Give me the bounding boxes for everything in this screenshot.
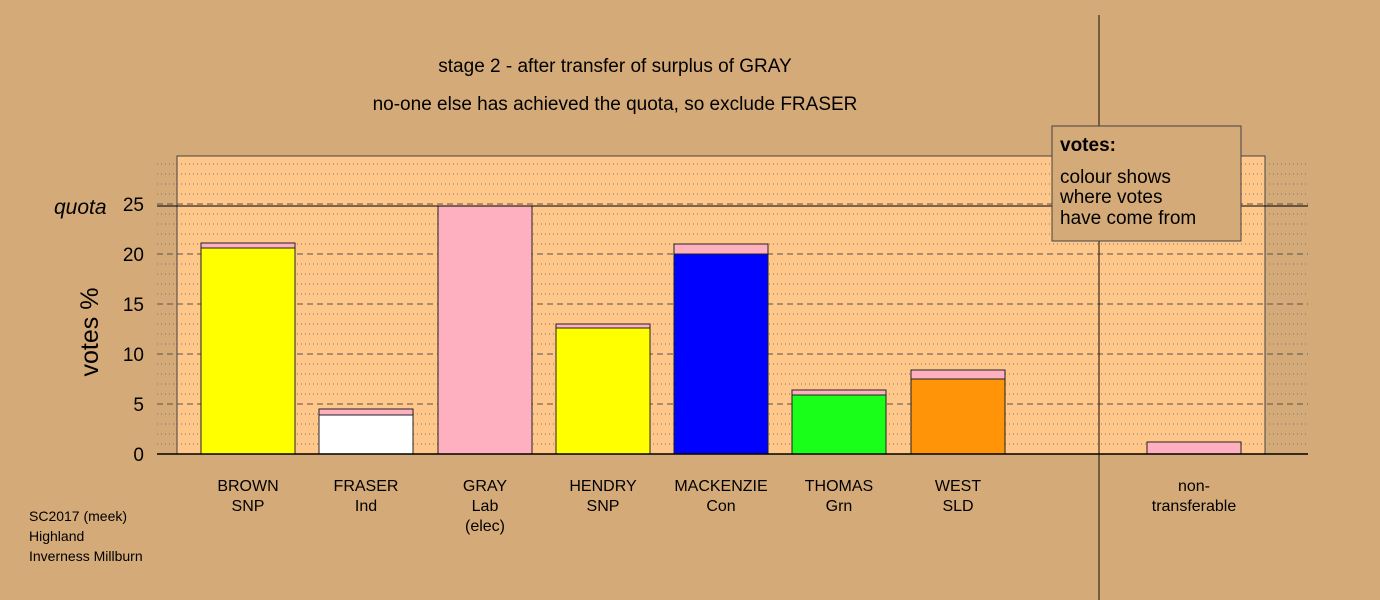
y-tick-label: 10 <box>123 345 144 366</box>
y-tick-label: 25 <box>123 195 144 216</box>
bar-transfer-from-gray <box>555 323 651 329</box>
footer: SC2017 (meek) Highland Inverness Millbur… <box>29 508 143 564</box>
bar-transfer-from-gray <box>673 243 769 255</box>
legend-line-3: have come from <box>1060 208 1196 229</box>
category-label: MACKENZIE <box>674 478 767 495</box>
y-tick-label: 5 <box>133 395 144 416</box>
category-label: non- <box>1178 478 1210 495</box>
category-label: transferable <box>1152 498 1237 515</box>
bar-transfer-from-gray <box>1146 441 1242 455</box>
category-label: THOMAS <box>805 478 873 495</box>
footer-line-2: Highland <box>29 528 84 544</box>
category-label: Con <box>706 498 735 515</box>
chart-subtitle: no-one else has achieved the quota, so e… <box>373 94 858 115</box>
category-label: Ind <box>355 498 377 515</box>
category-label: Grn <box>826 498 853 515</box>
chart-title: stage 2 - after transfer of surplus of G… <box>438 56 792 77</box>
bar-transfer-from-gray <box>791 389 887 396</box>
bar-first-preferences <box>200 247 296 455</box>
bars <box>200 205 1242 455</box>
footer-line-3: Inverness Millburn <box>29 548 143 564</box>
bar-first-preferences <box>791 394 887 455</box>
bar-first-preferences <box>555 327 651 455</box>
category-label: WEST <box>935 478 981 495</box>
bar-first-preferences <box>437 205 533 455</box>
legend-box <box>1051 125 1242 242</box>
category-label: BROWN <box>217 478 278 495</box>
category-label: Lab <box>472 498 499 515</box>
category-label: FRASER <box>334 478 399 495</box>
bar-transfer-from-gray <box>910 369 1006 380</box>
bar-first-preferences <box>318 414 414 455</box>
y-tick-label: 20 <box>123 245 144 266</box>
category-label: HENDRY <box>569 478 637 495</box>
category-label: SLD <box>942 498 973 515</box>
bar-transfer-from-gray <box>318 408 414 416</box>
footer-line-1: SC2017 (meek) <box>29 508 127 524</box>
category-label: SNP <box>587 498 620 515</box>
bar-first-preferences <box>673 253 769 455</box>
category-label: (elec) <box>465 518 505 535</box>
y-tick-label: 0 <box>133 445 144 466</box>
legend-line-2: where votes <box>1059 187 1162 208</box>
quota-label: quota <box>54 196 107 219</box>
bar-first-preferences <box>910 378 1006 455</box>
category-label: SNP <box>232 498 265 515</box>
bar-transfer-from-gray <box>200 242 296 249</box>
category-labels: BROWN SNP FRASER Ind GRAY Lab (elec) HENDRY SNP M… <box>217 478 1236 535</box>
legend-title: votes: <box>1060 135 1116 156</box>
category-label: GRAY <box>463 478 507 495</box>
y-axis-label: votes % <box>76 288 104 377</box>
y-ticks: 0 5 10 15 20 25 <box>123 195 144 466</box>
legend-line-1: colour shows <box>1060 167 1171 188</box>
y-tick-label: 15 <box>123 295 144 316</box>
legend: votes: colour shows where votes have com… <box>1051 125 1242 242</box>
